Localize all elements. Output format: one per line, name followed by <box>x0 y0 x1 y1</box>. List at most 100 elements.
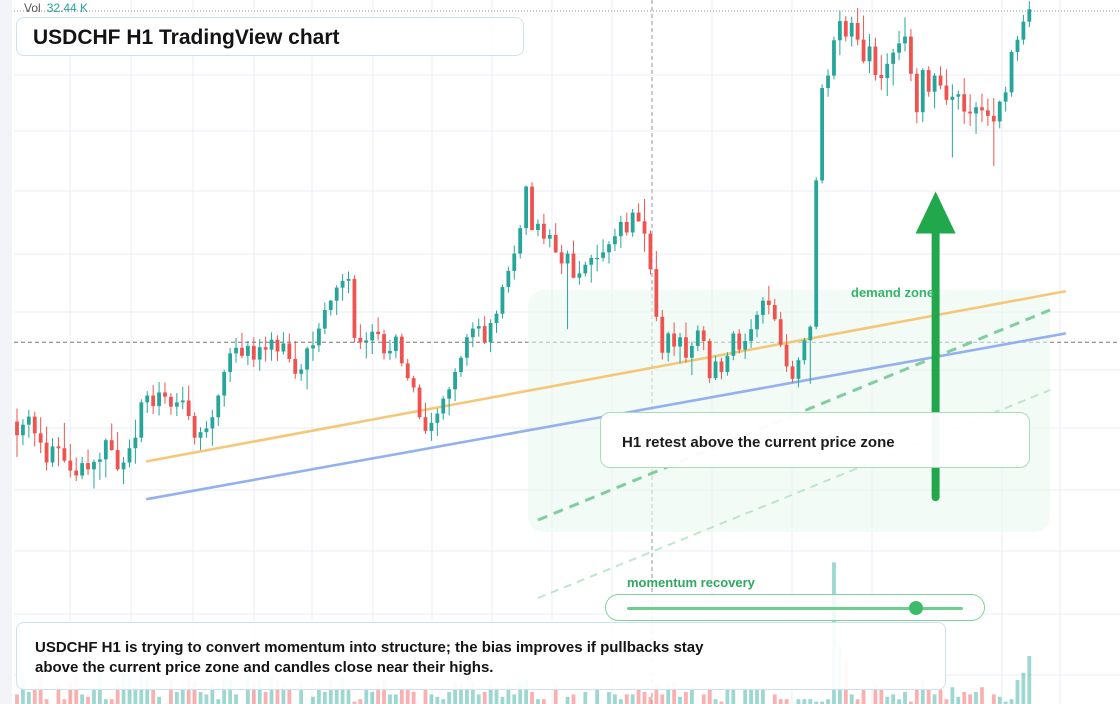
volume-bar <box>382 680 386 704</box>
volume-bar <box>897 699 901 704</box>
candle <box>541 213 546 245</box>
candle <box>257 339 262 371</box>
volume-bar <box>920 680 925 704</box>
volume-bar <box>613 694 617 704</box>
volume-bar <box>630 694 635 704</box>
candle-body <box>701 330 706 341</box>
candle-body <box>873 46 878 75</box>
candle-body <box>879 75 884 79</box>
volume-bar <box>500 696 505 704</box>
candle <box>737 329 742 354</box>
candle-body <box>38 433 43 443</box>
volume-bar <box>660 694 665 704</box>
candle <box>974 102 978 134</box>
candle-body <box>488 323 493 343</box>
volume-bar <box>761 689 765 704</box>
candle <box>553 223 558 253</box>
candle-body <box>133 437 138 449</box>
candle-body <box>15 421 19 436</box>
candle-body <box>103 440 108 460</box>
candle-body <box>393 336 398 351</box>
candle-body <box>755 314 759 330</box>
candle-body <box>689 345 694 358</box>
volume-bar <box>1009 699 1014 704</box>
candle <box>121 456 126 485</box>
volume-bar <box>393 694 398 704</box>
candle-body <box>441 398 446 414</box>
volume-bar <box>654 684 659 704</box>
candle-body <box>139 402 144 438</box>
candle <box>624 212 629 236</box>
candle <box>80 456 85 480</box>
candle-body <box>672 333 677 347</box>
candle-body <box>447 389 452 399</box>
candle <box>376 317 381 341</box>
candle-body <box>186 400 191 416</box>
volume-bar <box>938 689 943 704</box>
candle-body <box>536 223 540 230</box>
volume-bar <box>879 687 884 704</box>
candle-body <box>956 94 961 97</box>
volume-bar <box>932 694 937 704</box>
volume-bar <box>476 694 481 704</box>
candle-body <box>932 75 937 92</box>
volume-bar <box>678 696 682 704</box>
candle <box>826 69 830 97</box>
candle <box>56 437 61 467</box>
volume-bar <box>92 687 96 704</box>
candle-body <box>749 329 753 341</box>
candle-body <box>684 337 688 358</box>
volume-bar <box>956 696 961 704</box>
volume-bar <box>26 692 31 704</box>
volume-bar <box>1015 680 1020 704</box>
candle-body <box>287 343 292 359</box>
volume-bar <box>204 694 209 704</box>
candle <box>583 261 588 277</box>
candle-body <box>950 96 955 100</box>
candle <box>447 386 452 416</box>
volume-bar <box>103 699 108 704</box>
volume-bar <box>275 680 280 704</box>
volume-bar <box>772 694 777 704</box>
candle <box>26 409 31 438</box>
candle <box>346 271 351 294</box>
volume-bar <box>488 684 493 704</box>
candle-body <box>293 358 298 374</box>
candle <box>240 332 244 359</box>
candle <box>832 36 836 80</box>
volume-bar <box>145 677 150 704</box>
momentum-slider-knob[interactable] <box>908 601 923 615</box>
candle <box>305 346 309 390</box>
candle-body <box>109 440 114 451</box>
volume-bar <box>731 687 736 704</box>
candle <box>1015 35 1020 61</box>
volume-bar <box>861 689 866 704</box>
candle <box>251 337 256 368</box>
volume-bar <box>571 694 576 704</box>
candle-body <box>843 21 848 37</box>
volume-bar <box>62 699 67 704</box>
candle <box>861 15 866 64</box>
candle <box>666 331 671 362</box>
candle-body <box>32 416 37 434</box>
momentum-slider[interactable] <box>605 594 985 621</box>
volume-bar <box>245 677 250 704</box>
volume-bar <box>346 689 351 704</box>
candle-body <box>654 269 659 317</box>
candle-body <box>861 39 866 62</box>
candle <box>956 90 961 110</box>
candle <box>814 177 819 330</box>
candle-body <box>399 336 404 364</box>
volume-bar <box>506 684 511 704</box>
volume-bar <box>891 694 896 704</box>
volume-bar <box>689 687 694 704</box>
candle-body <box>364 340 369 343</box>
candle-body <box>476 326 481 329</box>
candle-body <box>731 333 736 356</box>
candle <box>903 17 907 52</box>
candle <box>985 98 990 126</box>
candle <box>364 332 369 359</box>
candle <box>453 368 457 402</box>
candle-body <box>269 339 274 350</box>
candle <box>749 319 753 348</box>
